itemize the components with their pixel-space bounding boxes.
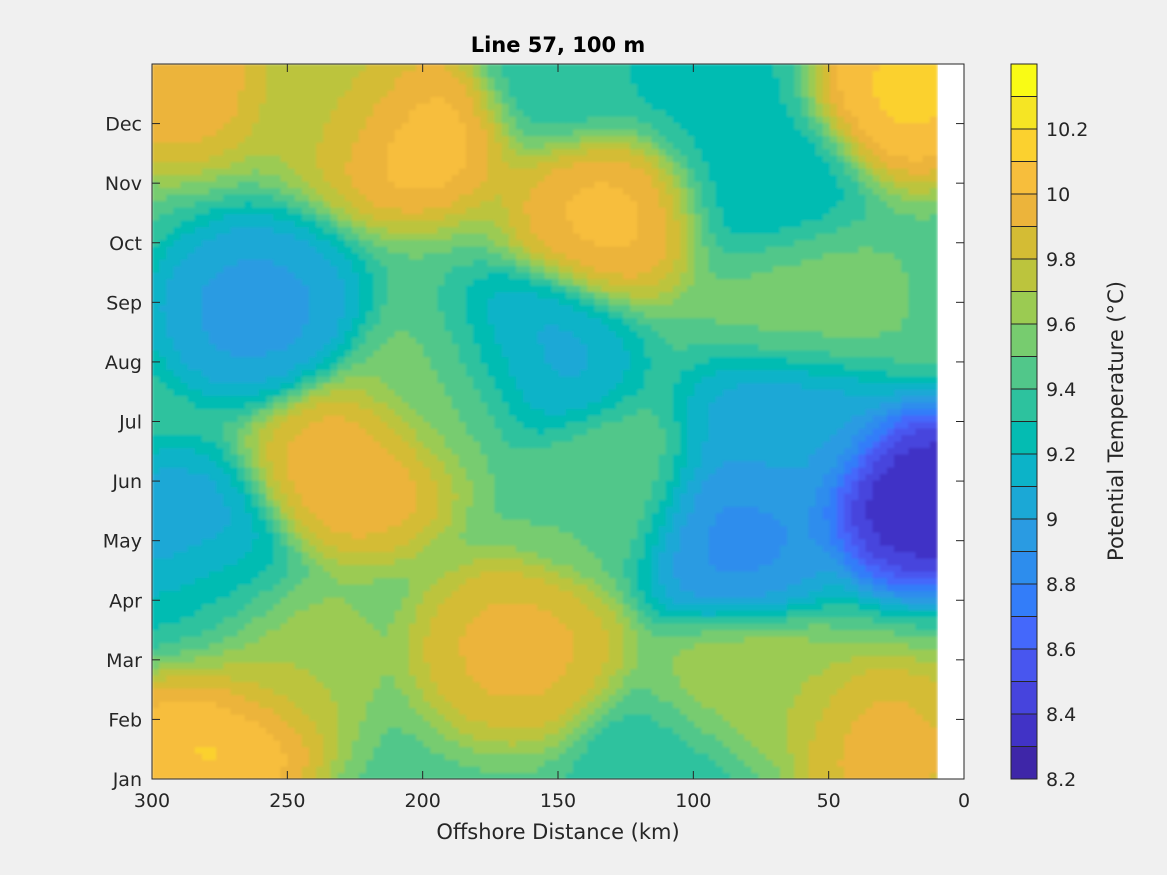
colorbar-swatch [1011,519,1037,552]
chart-title: Line 57, 100 m [471,33,646,57]
y-tick-label: Jun [111,471,142,493]
y-tick-label: Feb [108,709,142,731]
colorbar-tick-label: 8.4 [1046,704,1076,726]
colorbar-tick-label: 8.8 [1046,574,1076,596]
colorbar-swatch [1011,259,1037,292]
colorbar-swatch [1011,584,1037,617]
colorbar-swatch [1011,454,1037,487]
colorbar-swatch [1011,226,1037,260]
colorbar-label: Potential Temperature (°C) [1104,281,1128,561]
colorbar-swatch [1011,714,1037,747]
colorbar-swatch [1011,96,1037,130]
colorbar-tick-label: 8.2 [1046,769,1076,791]
colorbar-swatch [1011,291,1037,325]
temperature-field [152,64,938,779]
colorbar-swatch [1011,389,1037,422]
colorbar-swatch [1011,161,1037,195]
colorbar-swatch [1011,194,1037,227]
x-tick-label: 300 [134,790,170,812]
x-tick-label: 250 [269,790,305,812]
colorbar-tick-label: 10.2 [1046,119,1088,141]
colorbar-tick-label: 10 [1046,184,1070,206]
colorbar-swatch [1011,64,1037,97]
y-tick-label: Jan [112,769,142,791]
colorbar-tick-label: 9.6 [1046,314,1076,336]
x-axis: 300 250 200 150 100 50 0 [134,64,970,812]
colorbar-tick-label: 9.8 [1046,249,1076,271]
colorbar-swatch [1011,681,1037,715]
y-tick-label: Mar [106,650,142,672]
x-tick-label: 50 [817,790,841,812]
y-tick-label: Oct [109,233,142,255]
colorbar-swatch [1011,616,1037,650]
colorbar: 8.2 8.4 8.6 8.8 9 9.2 9.4 9.6 9.8 10 10.2 [1010,63,1088,791]
colorbar-swatch [1011,746,1037,780]
colorbar-tick-label: 9.2 [1046,444,1076,466]
colorbar-frame [1010,63,1038,780]
x-tick-label: 200 [405,790,441,812]
x-axis-label: Offshore Distance (km) [436,820,679,844]
colorbar-swatch [1011,129,1037,162]
y-tick-label: Jul [118,412,142,434]
colorbar-tick-label: 8.6 [1046,639,1076,661]
x-tick-label: 150 [540,790,576,812]
y-tick-label: Nov [105,173,142,195]
colorbar-tick-label: 9 [1046,509,1058,531]
colorbar-swatch [1011,421,1037,455]
y-tick-label: Dec [105,114,142,136]
y-tick-label: Sep [106,292,142,314]
y-axis: Jan Feb Mar Apr May Jun Jul Aug Sep Oct Nov Dec [103,114,964,791]
colorbar-swatch [1011,324,1037,357]
x-tick-label: 0 [958,790,970,812]
colorbar-swatch [1011,486,1037,520]
x-tick-label: 100 [675,790,711,812]
colorbar-tick-label: 9.4 [1046,379,1076,401]
field-cells [152,64,938,779]
colorbar-swatch [1011,551,1037,585]
y-tick-label: Apr [109,590,142,612]
y-tick-label: Aug [105,352,142,374]
colorbar-swatch [1011,649,1037,682]
colorbar-swatch [1011,356,1037,390]
y-tick-label: May [103,531,142,553]
